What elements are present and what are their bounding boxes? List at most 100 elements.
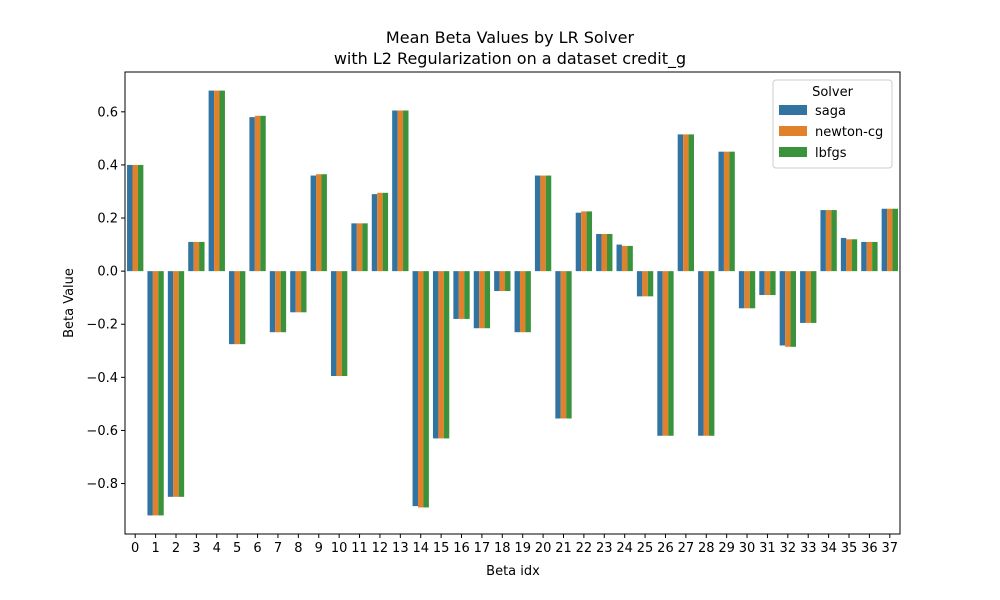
- legend-label-newton-cg: newton-cg: [815, 125, 883, 140]
- bar-lbfgs-27: [688, 134, 695, 272]
- x-tick-label: 24: [616, 541, 633, 556]
- bar-newton-cg-5: [234, 271, 240, 345]
- bar-lbfgs-17: [484, 271, 491, 329]
- bar-lbfgs-2: [178, 271, 185, 497]
- bar-newton-cg-0: [132, 164, 138, 272]
- bar-newton-cg-13: [397, 110, 404, 272]
- x-tick-label: 1: [151, 541, 159, 556]
- chart-title-group: Mean Beta Values by LR Solver with L2 Re…: [334, 28, 686, 69]
- bar-newton-cg-25: [642, 271, 648, 297]
- bar-lbfgs-9: [321, 174, 327, 272]
- bar-lbfgs-25: [647, 271, 654, 297]
- x-axis-label: Beta idx: [486, 564, 540, 579]
- x-tick-label: 8: [294, 541, 302, 556]
- bar-saga-33: [800, 271, 806, 323]
- bar-saga-21: [555, 271, 561, 419]
- bar-newton-cg-21: [560, 271, 567, 419]
- x-tick-label: 32: [780, 541, 797, 556]
- x-tick-label: 4: [213, 541, 221, 556]
- bar-newton-cg-22: [581, 211, 587, 272]
- bar-newton-cg-10: [336, 271, 342, 377]
- bar-saga-26: [657, 271, 663, 436]
- bar-newton-cg-14: [418, 271, 424, 508]
- bar-lbfgs-15: [443, 271, 450, 439]
- bar-lbfgs-31: [770, 271, 776, 296]
- bar-newton-cg-29: [723, 151, 730, 272]
- legend-label-lbfgs: lbfgs: [815, 146, 847, 161]
- bar-saga-13: [392, 110, 398, 272]
- bar-lbfgs-35: [851, 239, 858, 272]
- chart-title: Mean Beta Values by LR Solver: [386, 28, 635, 47]
- bar-newton-cg-32: [785, 271, 791, 347]
- x-tick-label: 3: [192, 541, 200, 556]
- bar-newton-cg-28: [703, 271, 709, 436]
- bar-saga-9: [310, 175, 317, 272]
- bar-lbfgs-18: [505, 271, 511, 292]
- bar-saga-28: [698, 271, 704, 436]
- bar-newton-cg-9: [316, 174, 322, 272]
- bar-lbfgs-10: [341, 271, 348, 377]
- bar-lbfgs-21: [566, 271, 572, 419]
- bar-lbfgs-20: [545, 175, 552, 272]
- x-tick-label: 28: [698, 541, 715, 556]
- legend-label-saga: saga: [815, 104, 846, 119]
- bar-newton-cg-15: [438, 271, 444, 439]
- bars-layer: [127, 90, 898, 516]
- bar-lbfgs-23: [607, 233, 613, 272]
- bar-lbfgs-24: [627, 245, 633, 272]
- bar-newton-cg-6: [254, 115, 261, 272]
- bar-newton-cg-3: [193, 241, 200, 272]
- x-tick-label: 29: [718, 541, 735, 556]
- x-tick-label: 9: [315, 541, 323, 556]
- bar-lbfgs-8: [301, 271, 307, 313]
- x-tick-label: 7: [274, 541, 282, 556]
- bar-saga-35: [840, 237, 847, 272]
- bar-newton-cg-37: [887, 208, 893, 272]
- x-tick-label: 0: [131, 541, 139, 556]
- x-tick-label: 33: [800, 541, 817, 556]
- bar-saga-25: [636, 271, 643, 297]
- bar-lbfgs-7: [280, 271, 287, 333]
- y-tick-label: 0.6: [97, 105, 118, 120]
- bar-saga-12: [371, 194, 378, 272]
- bar-newton-cg-20: [540, 175, 546, 272]
- bar-newton-cg-2: [173, 271, 179, 497]
- bar-saga-11: [351, 223, 357, 272]
- bar-lbfgs-1: [158, 271, 164, 516]
- legend-swatch-newton-cg: [779, 126, 807, 136]
- x-tick-label: 19: [514, 541, 531, 556]
- x-tick-label: 21: [555, 541, 572, 556]
- x-tick-label: 14: [412, 541, 429, 556]
- bar-newton-cg-35: [846, 239, 852, 272]
- bar-lbfgs-28: [708, 271, 715, 436]
- x-tick-label: 37: [882, 541, 899, 556]
- bar-saga-3: [188, 241, 194, 272]
- bar-newton-cg-4: [214, 90, 220, 272]
- bar-saga-7: [269, 271, 276, 333]
- bar-saga-14: [412, 271, 419, 507]
- x-tick-label: 30: [739, 541, 756, 556]
- x-tick-label: 20: [535, 541, 552, 556]
- bar-newton-cg-26: [662, 271, 669, 436]
- bar-saga-1: [147, 271, 153, 516]
- bar-saga-31: [759, 271, 765, 296]
- bar-lbfgs-11: [362, 223, 368, 272]
- bar-lbfgs-22: [586, 211, 593, 272]
- bar-lbfgs-13: [403, 110, 409, 272]
- y-tick-label: −0.4: [86, 371, 118, 386]
- bar-saga-32: [779, 271, 786, 346]
- bar-lbfgs-36: [872, 241, 878, 272]
- bar-saga-20: [534, 175, 541, 272]
- bar-saga-36: [861, 241, 867, 272]
- legend: Solver saga newton-cg lbfgs: [772, 79, 893, 169]
- y-tick-label: 0.2: [97, 212, 118, 227]
- x-tick-label: 2: [172, 541, 180, 556]
- bar-newton-cg-27: [683, 134, 689, 272]
- y-tick-label: 0.0: [97, 265, 118, 280]
- bar-saga-34: [820, 210, 826, 272]
- bar-saga-22: [575, 212, 582, 272]
- bar-lbfgs-6: [260, 115, 266, 272]
- x-tick-label: 23: [596, 541, 613, 556]
- bar-saga-29: [718, 151, 724, 272]
- bar-lbfgs-0: [137, 164, 144, 272]
